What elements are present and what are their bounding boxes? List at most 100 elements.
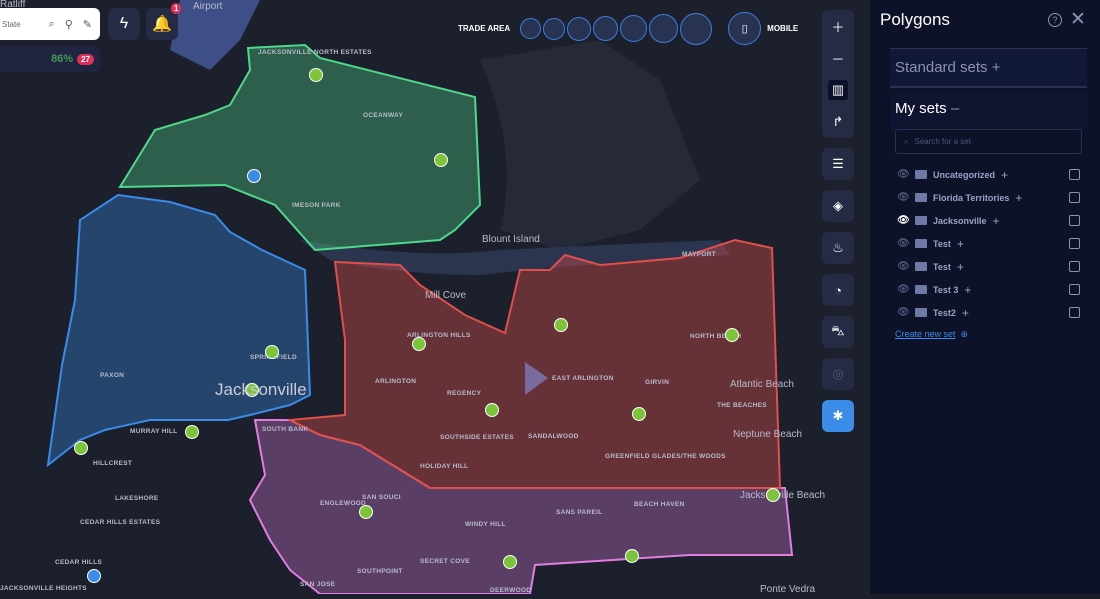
place-label: Atlantic Beach [730,379,794,390]
location-pin-icon[interactable] [74,441,88,455]
folder-icon [915,193,927,202]
close-icon[interactable]: ✕ [1070,9,1086,30]
neighborhood-label: NORTH BEACH [690,333,741,340]
add-icon[interactable]: + [961,305,969,320]
neighborhood-label: SANS PAREIL [556,509,603,516]
location-pin-icon[interactable] [434,153,448,167]
eye-icon[interactable]: 👁 [897,238,910,249]
magic-wand-icon[interactable]: ✎ [82,18,92,31]
location-pin-icon[interactable] [185,425,199,439]
folder-icon [915,262,927,271]
map-view-button[interactable]: ▥ [822,74,854,106]
set-item[interactable]: 👁 Uncategorized + [890,163,1087,186]
map-svg: JACKSONVILLE NORTH ESTATES OCEANWAY IMESON… [0,0,826,595]
location-pin-icon[interactable] [309,68,323,82]
eye-icon[interactable]: 👁 [897,307,910,318]
place-label: Airport [193,1,223,12]
map-canvas[interactable]: JACKSONVILLE NORTH ESTATES OCEANWAY IMESON… [0,0,870,595]
zoom-out-button[interactable]: － [822,42,854,74]
trade-area-size-7[interactable] [680,12,713,45]
my-sets-header[interactable]: My sets – [890,90,1087,130]
neighborhood-label: GIRVIN [645,379,669,386]
add-icon[interactable]: + [956,236,964,251]
zoom-in-button[interactable]: ＋ [822,10,854,42]
polygon-red[interactable] [286,238,782,489]
target-button[interactable]: ◎ [822,358,854,390]
route-icon: ↱ [832,114,844,129]
place-label: Ponte Vedra [760,584,815,594]
pie-chart-icon: ◔ [834,282,842,298]
set-checkbox[interactable] [1069,261,1080,272]
folder-icon [915,216,927,225]
standard-sets-header[interactable]: Standard sets + [890,48,1087,88]
route-button[interactable]: ↱ [822,106,854,138]
star-pin-icon[interactable] [247,169,261,183]
add-icon[interactable]: + [1015,190,1023,205]
neighborhood-label: MURRAY HILL [130,428,177,435]
polygons-button[interactable]: ✱ [822,400,854,432]
chart-button[interactable]: ◔ [822,274,854,306]
location-pin-icon[interactable] [725,328,739,342]
trade-area-size-2[interactable] [543,17,566,40]
create-new-set-link[interactable]: Create new set ⊕ [895,329,968,340]
star-pin-icon[interactable] [87,569,101,583]
place-label: Neptune Beach [733,429,802,440]
set-checkbox[interactable] [1069,284,1080,295]
eye-icon[interactable]: 👁 [897,215,910,226]
river [300,240,730,275]
set-item[interactable]: 👁 Test 3 + [890,278,1087,301]
traffic-button[interactable]: ⛍ [822,316,854,348]
location-pin-icon[interactable] [766,488,780,502]
layers-button[interactable]: ◈ [822,190,854,222]
neighborhood-label: SOUTH BANK [262,426,308,433]
trade-area-size-6[interactable] [649,14,679,43]
set-item[interactable]: 👁 Test2 + [890,301,1087,324]
location-pin-icon[interactable] [625,549,639,563]
set-checkbox[interactable] [1069,192,1080,203]
location-pin-icon[interactable] [412,337,426,351]
list-location-icon: ☰ [832,156,844,171]
set-item[interactable]: 👁 Florida Territories + [890,186,1087,209]
location-pin-icon[interactable] [554,318,568,332]
location-pin-icon[interactable] [245,383,259,397]
location-pin-icon[interactable] [632,407,646,421]
set-search-input[interactable]: ⌕ Search for a set [895,129,1082,154]
add-icon[interactable]: + [956,259,964,274]
set-checkbox[interactable] [1069,169,1080,180]
set-item[interactable]: 👁 Jacksonville + [890,209,1087,232]
set-item[interactable]: 👁 Test + [890,255,1087,278]
heatmap-button[interactable]: ♨ [822,232,854,264]
trade-area-size-4[interactable] [593,16,619,41]
location-pin-icon[interactable] [485,403,499,417]
eye-icon[interactable]: 👁 [897,284,910,295]
neighborhood-label: SOUTHPOINT [357,568,403,575]
add-icon[interactable]: + [992,213,1000,228]
list-location-button[interactable]: ☰ [822,148,854,180]
search-icon[interactable]: ⌕ [48,17,55,30]
search-icon: ⌕ [904,136,909,146]
lightning-button[interactable]: ϟ [108,8,140,40]
location-pin-icon[interactable]: ⚲ [64,18,73,31]
trade-area-size-5[interactable] [620,15,648,42]
location-pin-icon[interactable] [265,345,279,359]
my-sets-label: My sets [895,100,947,117]
location-pin-icon[interactable] [359,505,373,519]
set-checkbox[interactable] [1069,307,1080,318]
eye-icon[interactable]: 👁 [897,261,910,272]
trade-area-size-1[interactable] [520,18,542,39]
help-icon[interactable]: ? [1048,13,1062,27]
eye-icon[interactable]: 👁 [897,192,910,203]
set-checkbox[interactable] [1069,238,1080,249]
mobile-button[interactable]: ▯ [728,12,762,45]
set-item[interactable]: 👁 Test + [890,232,1087,255]
add-icon[interactable]: + [964,282,972,297]
polygon-blue[interactable] [46,193,312,468]
trade-area-size-3[interactable] [567,16,592,41]
search-bar[interactable]: State ⌕ ⚲ ✎ [0,8,100,40]
search-input[interactable]: State [2,19,21,29]
add-icon[interactable]: + [1001,167,1009,182]
eye-icon[interactable]: 👁 [897,169,910,180]
set-checkbox[interactable] [1069,215,1080,226]
polygon-green[interactable] [118,43,482,252]
location-pin-icon[interactable] [503,555,517,569]
